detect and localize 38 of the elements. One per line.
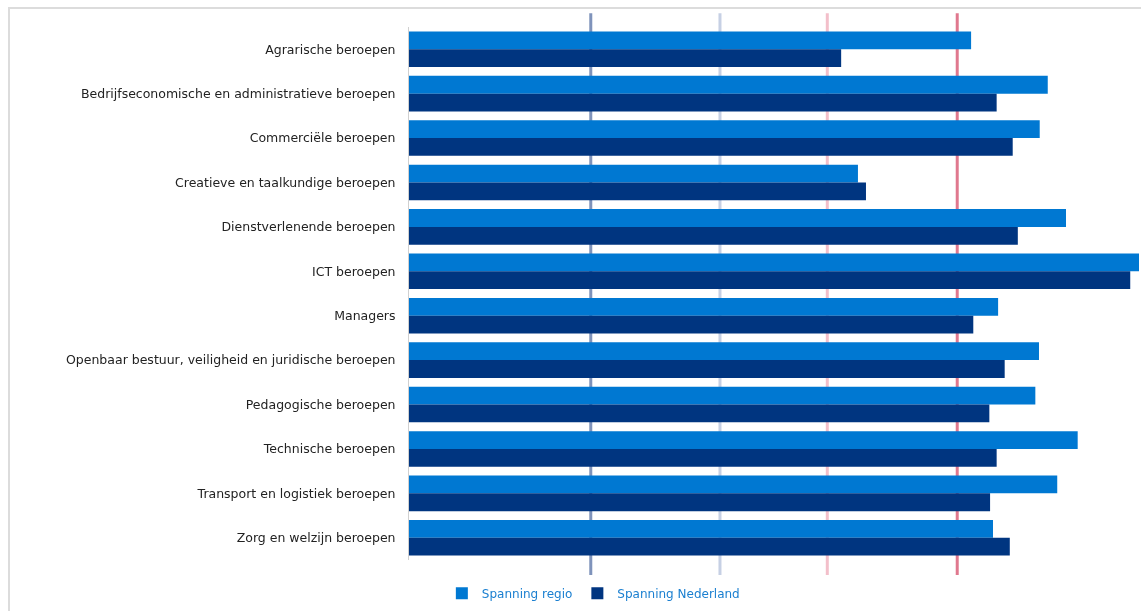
- y-tick-label: Dienstverlenende beroepen: [221, 219, 396, 235]
- bar: [409, 138, 1013, 156]
- bar: [409, 520, 993, 538]
- bar: [409, 431, 1078, 449]
- bar: [409, 342, 1039, 361]
- y-tick-label: Pedagogische beroepen: [245, 396, 396, 412]
- bar: [409, 315, 974, 334]
- bar: [409, 360, 1005, 378]
- bar: [409, 31, 972, 50]
- bar: [409, 493, 991, 512]
- legend-label: Spanning regio: [481, 586, 573, 601]
- bar: [409, 182, 866, 201]
- bar: [409, 297, 999, 316]
- y-tick-label: Agrarische beroepen: [265, 41, 396, 57]
- y-tick-label: Commerciële beroepen: [249, 130, 396, 146]
- y-tick-label: Bedrijfseconomische en administratieve beroepen: [80, 86, 396, 101]
- y-tick-label: Managers: [334, 308, 396, 324]
- bar: [409, 404, 990, 423]
- bar: [409, 386, 1036, 405]
- y-tick-label: ICT beroepen: [312, 263, 396, 279]
- bar: [409, 253, 1139, 272]
- bar: [409, 475, 1058, 494]
- bar: [409, 49, 842, 67]
- bar: [409, 75, 1048, 94]
- legend-label: Spanning Nederland: [617, 586, 740, 601]
- y-tick-label: Openbaar bestuur, veiligheid en juridische beroepen: [65, 352, 396, 368]
- bar: [409, 537, 1010, 556]
- y-tick-label: Transport en logistiek beroepen: [196, 485, 396, 501]
- bar: [409, 271, 1131, 290]
- bar: [409, 209, 1066, 227]
- bar: [409, 164, 858, 183]
- bar: [409, 93, 997, 112]
- bar: [409, 226, 1018, 245]
- y-tick-label: Technische beroepen: [262, 441, 396, 457]
- y-tick-label: Creatieve en taalkundige beroepen: [175, 174, 396, 190]
- y-tick-label: Zorg en welzijn beroepen: [236, 530, 396, 546]
- bar: [409, 120, 1040, 139]
- bar: [409, 448, 997, 467]
